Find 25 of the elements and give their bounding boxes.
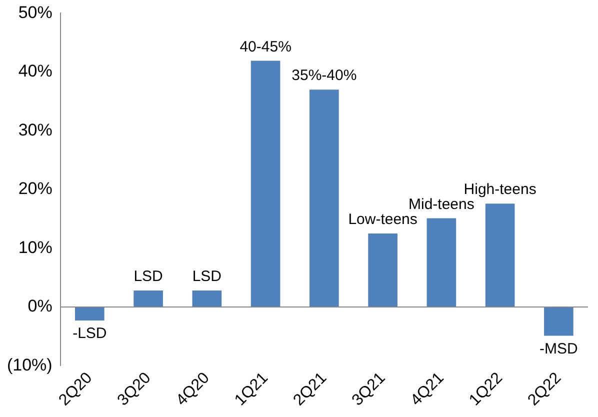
- bar: [544, 306, 574, 336]
- bar: [75, 306, 104, 321]
- y-tick-label: 30%: [18, 120, 52, 140]
- bar: [485, 204, 515, 307]
- annotation: LSD: [134, 268, 164, 286]
- y-tick-label: 10%: [18, 238, 52, 257]
- annotation: 40-45%: [240, 38, 292, 56]
- bar: [250, 60, 280, 307]
- bar: [426, 218, 456, 307]
- y-tick-label: 40%: [18, 62, 52, 81]
- annotation: Low-teens: [348, 211, 418, 228]
- annotation: High-teens: [464, 181, 536, 198]
- annotation: LSD: [192, 268, 222, 286]
- bar: [134, 290, 163, 307]
- y-tick-label: 20%: [18, 179, 52, 198]
- annotation: Mid-teens: [408, 196, 474, 213]
- bar: [368, 234, 398, 307]
- bar: [310, 90, 339, 307]
- y-tick-label: 50%: [18, 2, 52, 22]
- annotation: -LSD: [72, 325, 107, 342]
- annotation: -MSD: [540, 340, 578, 358]
- bar: [192, 290, 222, 307]
- y-tick-label: 0%: [28, 296, 52, 316]
- y-tick-label: (10%): [6, 355, 52, 374]
- annotation: 35%-40%: [292, 67, 357, 84]
